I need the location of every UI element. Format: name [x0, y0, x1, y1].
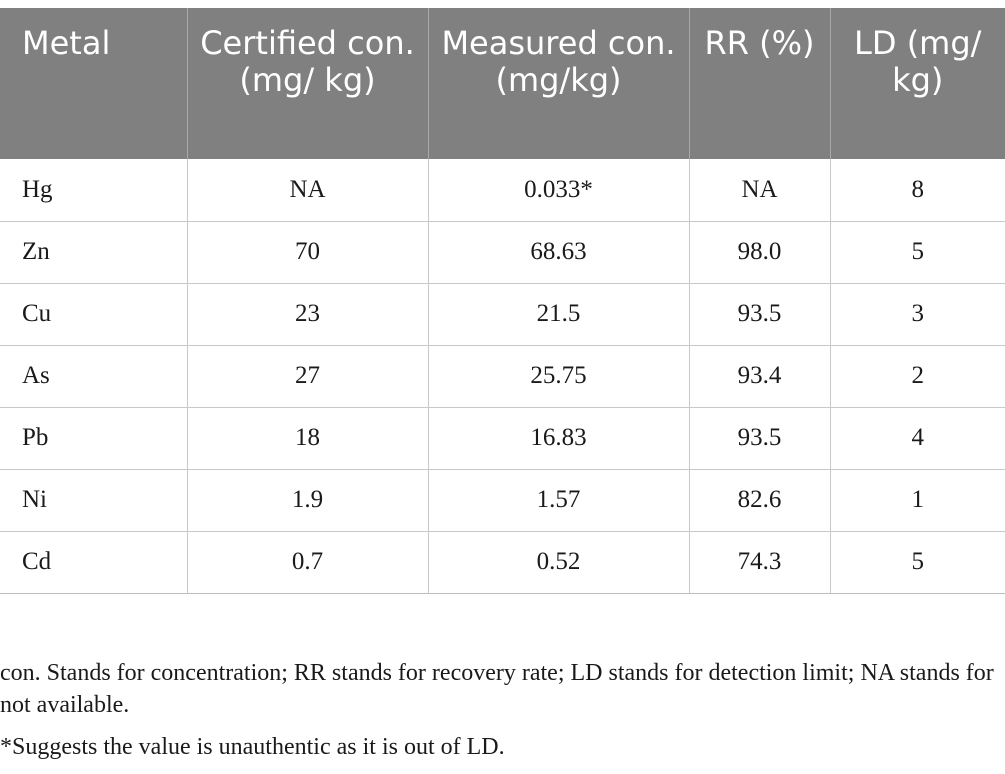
cell-measured: 16.83 [428, 406, 690, 469]
cell-certified: 27 [187, 344, 429, 407]
cell-ld: 4 [830, 406, 1005, 469]
header-ld: LD (mg/ kg) [830, 8, 1005, 159]
cell-metal: Zn [0, 220, 188, 283]
cell-ld: 5 [830, 530, 1005, 594]
cell-certified: 23 [187, 282, 429, 345]
header-metal: Metal [0, 8, 188, 159]
cell-rr: 93.5 [689, 282, 831, 345]
table-row: Ni 1.9 1.57 82.6 1 [0, 468, 1005, 531]
abbreviation-note: con. Stands for concentration; RR stands… [0, 660, 994, 718]
table-row: Cd 0.7 0.52 74.3 5 [0, 530, 1005, 594]
cell-rr: 74.3 [689, 530, 831, 594]
table-footnotes: con. Stands for concentration; RR stands… [0, 657, 1005, 763]
cell-certified: 0.7 [187, 530, 429, 594]
cell-certified: 70 [187, 220, 429, 283]
header-measured-con: Measured con. (mg/kg) [428, 8, 690, 159]
table-header: Metal Certified con. (mg/ kg) Measured c… [0, 8, 1005, 159]
cell-ld: 1 [830, 468, 1005, 531]
cell-certified: NA [187, 159, 429, 221]
table-row: Cu 23 21.5 93.5 3 [0, 282, 1005, 345]
cell-certified: 18 [187, 406, 429, 469]
cell-metal: Pb [0, 406, 188, 469]
table-row: Zn 70 68.63 98.0 5 [0, 220, 1005, 283]
cell-rr: 93.4 [689, 344, 831, 407]
cell-metal: Cu [0, 282, 188, 345]
cell-metal: Ni [0, 468, 188, 531]
cell-ld: 5 [830, 220, 1005, 283]
cell-measured: 25.75 [428, 344, 690, 407]
cell-measured: 1.57 [428, 468, 690, 531]
cell-measured: 21.5 [428, 282, 690, 345]
cell-metal: Cd [0, 530, 188, 594]
cell-ld: 3 [830, 282, 1005, 345]
cell-metal: Hg [0, 159, 188, 221]
cell-measured: 0.033* [428, 159, 690, 221]
cell-rr: 98.0 [689, 220, 831, 283]
table-row: Hg NA 0.033* NA 8 [0, 159, 1005, 221]
metal-concentration-table: Metal Certified con. (mg/ kg) Measured c… [0, 8, 1005, 594]
cell-rr: 82.6 [689, 468, 831, 531]
table-body: Hg NA 0.033* NA 8 Zn 70 68.63 98.0 5 Cu … [0, 159, 1005, 594]
cell-metal: As [0, 344, 188, 407]
header-row: Metal Certified con. (mg/ kg) Measured c… [0, 8, 1005, 159]
header-rr: RR (%) [689, 8, 831, 159]
header-certified-con: Certified con. (mg/ kg) [187, 8, 429, 159]
cell-ld: 8 [911, 175, 925, 203]
table-row: Pb 18 16.83 93.5 4 [0, 406, 1005, 469]
cell-rr: NA [689, 159, 831, 221]
asterisk-note: *Suggests the value is unauthentic as it… [0, 734, 505, 760]
table-row: As 27 25.75 93.4 2 [0, 344, 1005, 407]
cell-ld: 2 [830, 344, 1005, 407]
cell-measured: 68.63 [428, 220, 690, 283]
cell-rr: 93.5 [689, 406, 831, 469]
cell-certified: 1.9 [187, 468, 429, 531]
cell-measured: 0.52 [428, 530, 690, 594]
